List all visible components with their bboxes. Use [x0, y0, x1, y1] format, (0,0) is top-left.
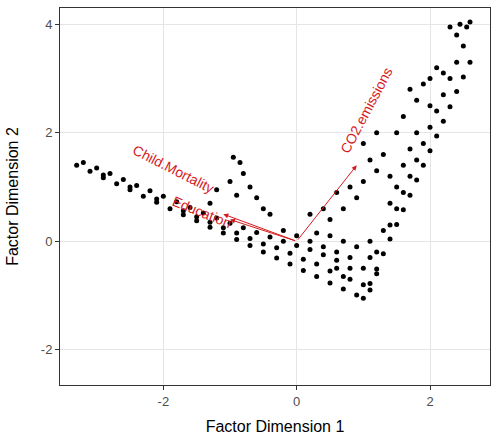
- svg-text:Education: Education: [170, 193, 234, 231]
- svg-text:Factor Dimension 1: Factor Dimension 1: [206, 418, 345, 435]
- svg-text:2: 2: [45, 125, 52, 140]
- svg-text:4: 4: [45, 17, 52, 32]
- svg-text:Child.Mortality: Child.Mortality: [130, 142, 216, 197]
- svg-text:0: 0: [45, 234, 52, 249]
- svg-text:-2: -2: [41, 342, 53, 357]
- svg-text:0: 0: [293, 394, 300, 409]
- svg-text:-2: -2: [158, 394, 170, 409]
- svg-text:CO2.emissions: CO2.emissions: [337, 65, 396, 156]
- svg-text:Factor Dimension 2: Factor Dimension 2: [4, 127, 21, 266]
- svg-text:2: 2: [426, 394, 433, 409]
